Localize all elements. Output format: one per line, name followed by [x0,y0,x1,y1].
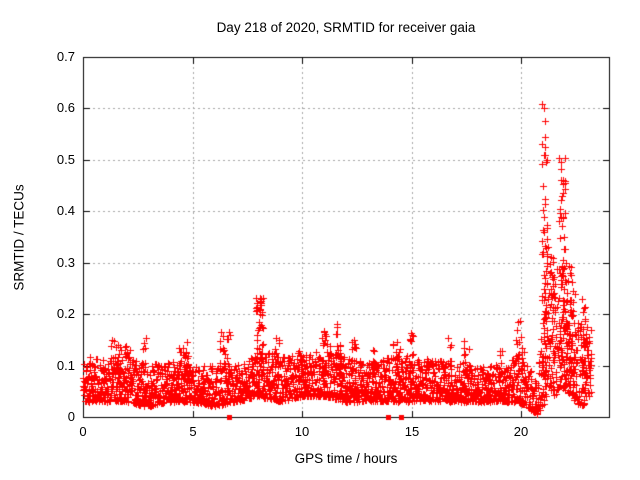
y-tick-label: 0.7 [56,49,75,64]
y-tick-label: 0.4 [56,203,75,218]
x-tick-label: 5 [189,424,197,439]
x-tick-label: 15 [404,424,420,439]
y-tick-label: 0.5 [56,152,75,167]
y-tick-label: 0.6 [56,100,75,115]
chart-title: Day 218 of 2020, SRMTID for receiver gai… [216,20,476,35]
x-tick-label: 0 [79,424,87,439]
x-tick-label: 20 [513,424,529,439]
x-axis-title: GPS time / hours [294,451,398,466]
y-tick-label: 0.3 [56,255,75,270]
y-tick-label: 0 [67,409,75,424]
y-tick-label: 0.1 [56,358,75,373]
x-tick-label: 10 [294,424,310,439]
y-tick-label: 0.2 [56,306,75,321]
